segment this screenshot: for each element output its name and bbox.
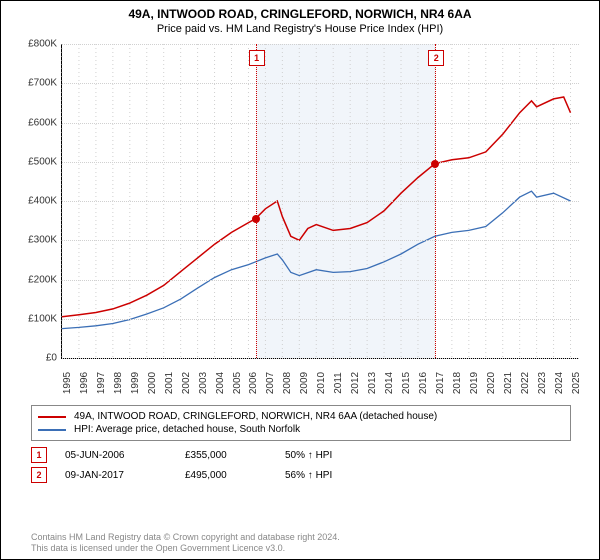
grid-line [62, 240, 579, 241]
event-row: 2 09-JAN-2017£495,00056% ↑ HPI [31, 465, 569, 485]
y-tick-label: £800K [12, 39, 57, 50]
marker-label: 1 [249, 50, 265, 66]
x-tick-label: 2021 [503, 372, 514, 394]
x-tick-label: 2001 [164, 372, 175, 394]
x-tick-label: 2009 [299, 372, 310, 394]
x-tick-label: 2000 [147, 372, 158, 394]
marker-dot [431, 160, 439, 168]
legend-item-2: HPI: Average price, detached house, Sout… [38, 423, 564, 436]
x-tick-label: 1997 [96, 372, 107, 394]
x-tick-label: 1995 [62, 372, 73, 394]
y-tick-label: £100K [12, 313, 57, 324]
marker-dot [252, 215, 260, 223]
y-tick-label: £500K [12, 156, 57, 167]
x-tick-label: 2024 [554, 372, 565, 394]
x-tick-label: 2016 [418, 372, 429, 394]
event-date: 09-JAN-2017 [65, 470, 185, 481]
marker-line [256, 44, 257, 358]
marker-line [435, 44, 436, 358]
x-tick-label: 1998 [113, 372, 124, 394]
footer: Contains HM Land Registry data © Crown c… [31, 532, 569, 555]
x-tick-label: 2008 [282, 372, 293, 394]
event-date: 05-JUN-2006 [65, 450, 185, 461]
x-tick-label: 2017 [435, 372, 446, 394]
grid-line [62, 162, 579, 163]
y-tick-label: £600K [12, 117, 57, 128]
legend-swatch-2 [38, 429, 66, 431]
x-tick-label: 1999 [130, 372, 141, 394]
price-chart: £0 £100K £200K £300K £400K £500K £600K £700K £80… [11, 39, 589, 399]
legend-label-2: HPI: Average price, detached house, Sout… [74, 424, 300, 435]
x-tick-label: 2013 [367, 372, 378, 394]
x-tick-label: 2006 [248, 372, 259, 394]
x-tick-label: 2012 [350, 372, 361, 394]
x-tick-label: 2023 [537, 372, 548, 394]
page-subtitle: Price paid vs. HM Land Registry's House … [1, 21, 599, 39]
event-hpi: 50% ↑ HPI [285, 450, 332, 461]
x-tick-label: 2018 [452, 372, 463, 394]
grid-line [62, 319, 579, 320]
x-tick-label: 2007 [265, 372, 276, 394]
event-marker: 2 [31, 467, 47, 483]
grid-line [62, 83, 579, 84]
x-tick-label: 2002 [181, 372, 192, 394]
x-tick-label: 2004 [215, 372, 226, 394]
marker-label: 2 [428, 50, 444, 66]
grid-line [62, 358, 579, 359]
y-tick-label: £400K [12, 196, 57, 207]
x-tick-label: 2011 [333, 372, 344, 394]
page-title: 49A, INTWOOD ROAD, CRINGLEFORD, NORWICH,… [1, 1, 599, 21]
x-tick-label: 2003 [198, 372, 209, 394]
x-tick-label: 2025 [571, 372, 582, 394]
grid-line [62, 280, 579, 281]
grid-line [62, 201, 579, 202]
event-table: 1 05-JUN-2006£355,00050% ↑ HPI 2 09-JAN-201… [31, 445, 569, 485]
x-tick-label: 2014 [384, 372, 395, 394]
y-tick-label: £700K [12, 78, 57, 89]
event-price: £355,000 [185, 450, 285, 461]
event-price: £495,000 [185, 470, 285, 481]
x-tick-label: 2015 [401, 372, 412, 394]
x-tick-label: 2022 [520, 372, 531, 394]
legend-label-1: 49A, INTWOOD ROAD, CRINGLEFORD, NORWICH,… [74, 411, 437, 422]
grid-line [62, 44, 579, 45]
footer-line-1: Contains HM Land Registry data © Crown c… [31, 532, 569, 544]
event-marker: 1 [31, 447, 47, 463]
legend: 49A, INTWOOD ROAD, CRINGLEFORD, NORWICH,… [31, 405, 571, 441]
x-tick-label: 2005 [232, 372, 243, 394]
event-hpi: 56% ↑ HPI [285, 470, 332, 481]
x-tick-label: 1996 [79, 372, 90, 394]
event-row: 1 05-JUN-2006£355,00050% ↑ HPI [31, 445, 569, 465]
legend-item-1: 49A, INTWOOD ROAD, CRINGLEFORD, NORWICH,… [38, 410, 564, 423]
x-tick-label: 2020 [486, 372, 497, 394]
y-tick-label: £0 [12, 353, 57, 364]
legend-swatch-1 [38, 416, 66, 418]
x-tick-label: 2019 [469, 372, 480, 394]
grid-line [62, 123, 579, 124]
footer-line-2: This data is licensed under the Open Gov… [31, 543, 569, 555]
y-tick-label: £300K [12, 235, 57, 246]
x-tick-label: 2010 [316, 372, 327, 394]
y-tick-label: £200K [12, 274, 57, 285]
